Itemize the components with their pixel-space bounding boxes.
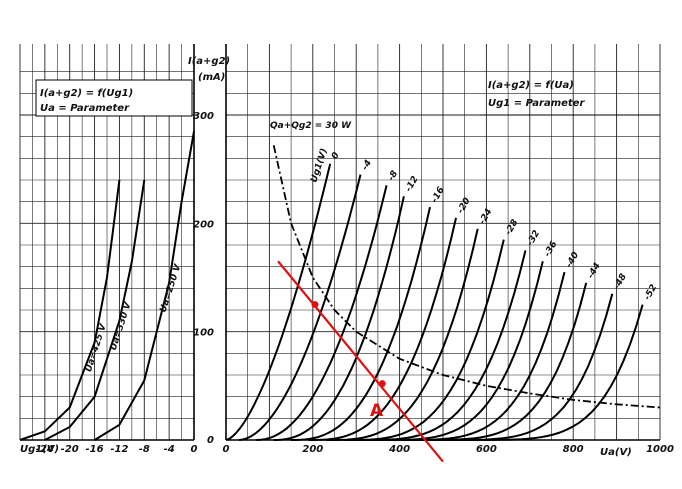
right-x-tick-label: 400 <box>388 444 410 455</box>
left-x-tick-label: -8 <box>139 444 150 455</box>
output-curve--4 <box>238 174 362 441</box>
right-y-tick-label: 100 <box>193 328 214 339</box>
transfer-curve <box>44 179 146 441</box>
right-y-axis-label-line1: I(a+g2) <box>188 56 230 67</box>
operating-point-annotation: A <box>370 401 384 421</box>
output-curve--16 <box>291 206 431 441</box>
right-x-tick-label: 200 <box>302 444 323 455</box>
output-curve-label: -4 <box>360 158 374 172</box>
left-x-tick-label: -24 <box>36 444 54 455</box>
output-curve--28 <box>343 239 505 441</box>
right-formula-line1: I(a+g2) = f(Ua) <box>488 80 574 91</box>
output-curve-label: -12 <box>404 175 421 194</box>
right-x-axis-label: Ua(V) <box>600 447 632 458</box>
right-x-tick-label: 0 <box>223 444 230 455</box>
left-x-tick-label: -16 <box>86 444 104 455</box>
dissipation-curve <box>272 145 661 409</box>
output-curve-label: -36 <box>543 240 560 259</box>
output-curve-0 <box>225 163 332 441</box>
right-x-tick-label: 1000 <box>646 444 674 455</box>
left-formula-box <box>35 79 193 117</box>
output-curve-label: 0 <box>330 151 342 161</box>
output-curve--12 <box>273 196 405 441</box>
operating-point <box>378 380 386 388</box>
output-curve--52 <box>451 304 644 441</box>
right-x-tick-label: 800 <box>563 444 584 455</box>
output-curve--44 <box>408 282 588 441</box>
right-y-tick-label: 300 <box>193 111 214 122</box>
transfer-curve-label: Ua=330 V <box>109 300 134 351</box>
right-x-tick-label: 600 <box>476 444 497 455</box>
transfer-curve <box>94 131 195 441</box>
operating-point <box>311 301 319 309</box>
output-curve-label: -44 <box>586 261 603 280</box>
output-curve-label: -20 <box>456 196 473 215</box>
left-x-axis-label: Ug1(V) <box>20 444 59 455</box>
transfer-curve <box>19 179 121 441</box>
output-curve--24 <box>325 228 479 441</box>
left-formula-line2: Ua = Parameter <box>40 103 130 114</box>
left-x-tick-label: -20 <box>61 444 79 455</box>
right-y-tick-label: 200 <box>193 219 214 230</box>
left-x-tick-label: -4 <box>164 444 175 455</box>
output-curve-label: -8 <box>387 169 401 183</box>
output-curve-label: -28 <box>504 218 521 237</box>
dissipation-curve-label: Qa+Qg2 = 30 W <box>270 121 352 131</box>
right-y-axis-label-line2: (mA) <box>198 72 225 83</box>
output-curve-label: -52 <box>643 283 660 302</box>
right-formula-line2: Ug1 = Parameter <box>488 98 585 109</box>
right-y-tick-label: 0 <box>207 435 214 446</box>
left-formula-line1: I(a+g2) = f(Ug1) <box>40 88 133 99</box>
output-curve--20 <box>308 217 457 441</box>
output-curve--8 <box>256 185 388 441</box>
left-x-tick-label: 0 <box>191 444 198 455</box>
left-x-tick-label: -12 <box>110 444 128 455</box>
load-line <box>277 260 444 463</box>
